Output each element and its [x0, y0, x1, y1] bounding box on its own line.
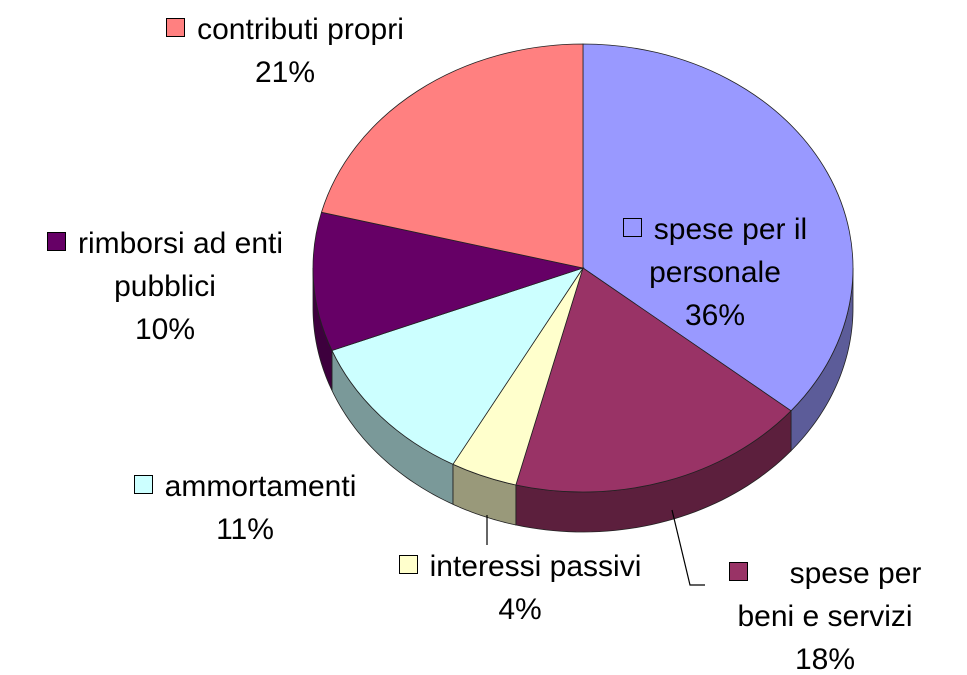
pie-sides — [312, 267, 854, 533]
leader-line — [671, 509, 705, 586]
legend-swatch — [622, 218, 642, 237]
pie-slice — [582, 43, 854, 412]
legend-swatch — [398, 555, 418, 574]
value-label: 10% — [134, 313, 196, 346]
legend-swatch — [46, 232, 66, 251]
category-label: spese per il personale — [649, 213, 808, 289]
value-label: 4% — [498, 593, 542, 626]
slice-label: ammortamenti 11% — [95, 465, 395, 551]
pie-slice — [320, 43, 584, 269]
category-label: ammortamenti — [164, 470, 357, 503]
category-label: contributi propri — [197, 13, 404, 46]
pie-slice — [312, 211, 585, 351]
category-label: spese per beni e servizi — [737, 557, 922, 633]
slice-label: spese per il personale 36% — [595, 208, 835, 337]
value-label: 11% — [216, 513, 274, 546]
category-label: rimborsi ad enti pubblici — [77, 227, 284, 303]
slice-label: spese per beni e servizi 18% — [700, 552, 950, 675]
slice-label: interessi passivi 4% — [330, 545, 710, 631]
slice-label: contributi propri 21% — [105, 8, 465, 94]
legend-swatch — [133, 475, 153, 494]
legend-swatch — [166, 18, 186, 37]
slice-label: rimborsi ad enti pubblici 10% — [5, 222, 325, 351]
pie-slice — [331, 267, 584, 465]
value-label: 18% — [794, 643, 856, 675]
value-label: 21% — [254, 56, 316, 89]
legend-swatch — [728, 562, 748, 581]
value-label: 36% — [684, 299, 746, 332]
pie-slice — [515, 267, 792, 493]
category-label: interessi passivi — [429, 550, 642, 583]
pie-tops — [312, 43, 854, 493]
